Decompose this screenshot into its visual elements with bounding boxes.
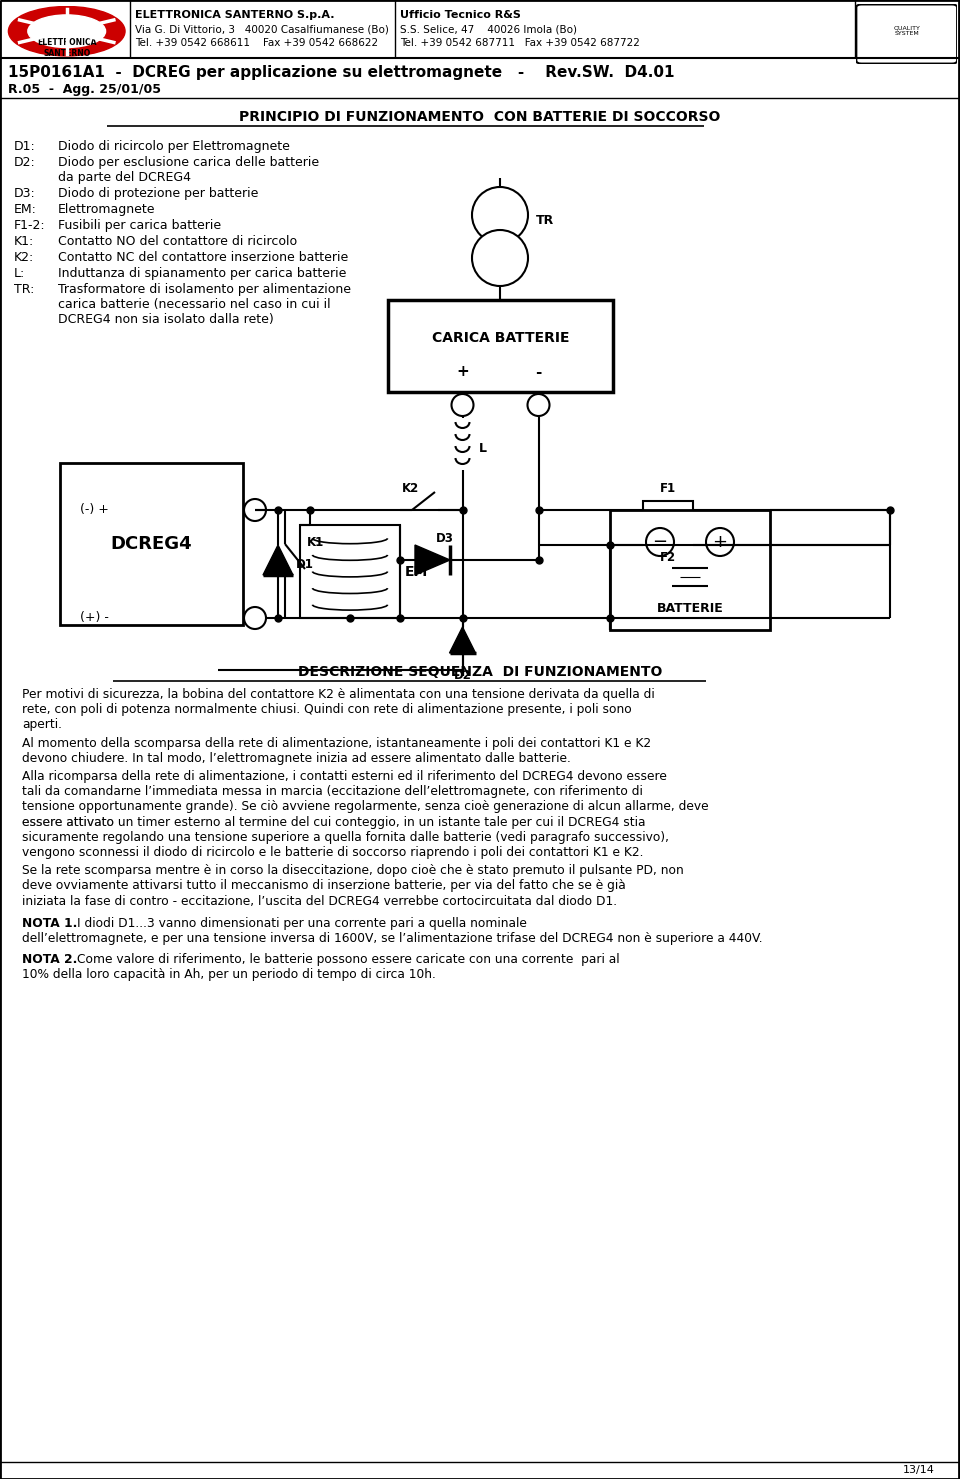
Circle shape — [646, 528, 674, 556]
Text: TR:: TR: — [14, 282, 35, 296]
Text: EM: EM — [405, 565, 428, 578]
Text: essere attivato un timer: essere attivato un timer — [22, 815, 170, 828]
Text: ELETTRONICA
SANTERNO: ELETTRONICA SANTERNO — [37, 38, 96, 58]
Text: Al momento della scomparsa della rete di alimentazione, istantaneamente i poli d: Al momento della scomparsa della rete di… — [22, 737, 651, 750]
Text: dell’elettromagnete, e per una tensione inversa di 1600V, se l’alimentazione tri: dell’elettromagnete, e per una tensione … — [22, 932, 762, 945]
Text: −: − — [653, 532, 667, 552]
Text: iniziata la fase di contro - eccitazione, l’uscita del DCREG4 verrebbe cortocirc: iniziata la fase di contro - eccitazione… — [22, 895, 617, 908]
Text: Come valore di riferimento, le batterie possono essere caricate con una corrente: Come valore di riferimento, le batterie … — [77, 952, 619, 966]
Text: Elettromagnete: Elettromagnete — [58, 203, 156, 216]
Text: essere attivato un timer esterno al termine del cui conteggio, in un istante tal: essere attivato un timer esterno al term… — [22, 815, 645, 828]
Text: +: + — [712, 532, 728, 552]
Text: 13/14: 13/14 — [903, 1466, 935, 1475]
Text: Diodo di ricircolo per Elettromagnete: Diodo di ricircolo per Elettromagnete — [58, 141, 290, 152]
Text: Se la rete scomparsa mentre è in corso la diseccitazione, dopo cioè che è stato : Se la rete scomparsa mentre è in corso l… — [22, 864, 684, 877]
Text: D1:: D1: — [14, 141, 36, 152]
Text: PRINCIPIO DI FUNZIONAMENTO  CON BATTERIE DI SOCCORSO: PRINCIPIO DI FUNZIONAMENTO CON BATTERIE … — [239, 109, 721, 124]
Text: Diodo di protezione per batterie: Diodo di protezione per batterie — [58, 186, 258, 200]
Text: D2: D2 — [453, 669, 471, 682]
Text: devono chiudere. In tal modo, l’elettromagnete inizia ad essere alimentato dalle: devono chiudere. In tal modo, l’elettrom… — [22, 751, 571, 765]
Text: F1: F1 — [660, 482, 676, 495]
Text: Alla ricomparsa della rete di alimentazione, i contatti esterni ed il riferiment: Alla ricomparsa della rete di alimentazi… — [22, 771, 667, 782]
Text: F1-2:: F1-2: — [14, 219, 46, 232]
Text: essere attivato: essere attivato — [22, 815, 118, 828]
Circle shape — [527, 393, 549, 416]
Text: sicuramente regolando una tensione superiore a quella fornita dalle batterie (ve: sicuramente regolando una tensione super… — [22, 831, 669, 845]
Text: EM:: EM: — [14, 203, 36, 216]
Text: deve ovviamente attivarsi tutto il meccanismo di inserzione batterie, per via de: deve ovviamente attivarsi tutto il mecca… — [22, 880, 626, 892]
Text: +: + — [456, 364, 468, 380]
Text: 10% della loro capacità in Ah, per un periodo di tempo di circa 10h.: 10% della loro capacità in Ah, per un pe… — [22, 969, 436, 982]
Text: -: - — [536, 364, 541, 380]
Text: R.05  -  Agg. 25/01/05: R.05 - Agg. 25/01/05 — [8, 83, 161, 96]
Circle shape — [451, 393, 473, 416]
Bar — [643, 535, 693, 555]
Text: Contatto NC del contattore inserzione batterie: Contatto NC del contattore inserzione ba… — [58, 251, 348, 263]
Text: vengono sconnessi il diodo di ricircolo e le batterie di soccorso riaprendo i po: vengono sconnessi il diodo di ricircolo … — [22, 846, 643, 859]
Text: Contatto NO del contattore di ricircolo: Contatto NO del contattore di ricircolo — [58, 235, 298, 248]
Text: DESCRIZIONE SEQUENZA  DI FUNZIONAMENTO: DESCRIZIONE SEQUENZA DI FUNZIONAMENTO — [298, 666, 662, 679]
Text: DCREG4: DCREG4 — [110, 535, 192, 553]
Text: Diodo per esclusione carica delle batterie
da parte del DCREG4: Diodo per esclusione carica delle batter… — [58, 155, 319, 183]
Text: Fusibili per carica batterie: Fusibili per carica batterie — [58, 219, 221, 232]
Text: tensione opportunamente grande). Se ciò avviene regolarmente, senza cioè generaz: tensione opportunamente grande). Se ciò … — [22, 800, 708, 813]
Text: CARICA BATTERIE: CARICA BATTERIE — [432, 331, 569, 345]
Text: NOTA 2.: NOTA 2. — [22, 952, 78, 966]
Polygon shape — [449, 627, 475, 654]
Bar — [60, 463, 243, 626]
Text: Tel. +39 0542 668611    Fax +39 0542 668622: Tel. +39 0542 668611 Fax +39 0542 668622 — [135, 38, 378, 47]
Text: D2:: D2: — [14, 155, 36, 169]
Text: tali da comandarne l’immediata messa in marcia (eccitazione dell’elettromagnete,: tali da comandarne l’immediata messa in … — [22, 785, 643, 799]
Polygon shape — [415, 544, 450, 575]
Text: (+) -: (+) - — [80, 611, 108, 624]
Text: Per motivi di sicurezza, la bobina del contattore K2 è alimentata con una tensio: Per motivi di sicurezza, la bobina del c… — [22, 688, 655, 701]
Text: L:: L: — [14, 268, 25, 280]
Circle shape — [472, 231, 528, 285]
Text: BATTERIE: BATTERIE — [657, 602, 724, 614]
Text: Trasformatore di isolamento per alimentazione
carica batterie (necessario nel ca: Trasformatore di isolamento per alimenta… — [58, 282, 351, 325]
Text: D3:: D3: — [14, 186, 36, 200]
Text: Ufficio Tecnico R&S: Ufficio Tecnico R&S — [400, 10, 521, 21]
Text: I diodi D1...3 vanno dimensionati per una corrente pari a quella nominale: I diodi D1...3 vanno dimensionati per un… — [77, 917, 527, 930]
Text: K1: K1 — [307, 535, 324, 549]
Text: ELETTRONICA SANTERNO S.p.A.: ELETTRONICA SANTERNO S.p.A. — [135, 10, 334, 21]
Bar — [643, 501, 693, 519]
Text: Induttanza di spianamento per carica batterie: Induttanza di spianamento per carica bat… — [58, 268, 347, 280]
Circle shape — [244, 606, 266, 629]
Text: rete, con poli di potenza normalmente chiusi. Quindi con rete di alimentazione p: rete, con poli di potenza normalmente ch… — [22, 703, 632, 716]
Text: K2: K2 — [402, 482, 420, 494]
Text: Via G. Di Vittorio, 3   40020 Casalfiumanese (Bo): Via G. Di Vittorio, 3 40020 Casalfiumane… — [135, 24, 389, 34]
Text: D1: D1 — [296, 559, 314, 571]
Text: QUALITY
SYSTEM: QUALITY SYSTEM — [894, 25, 920, 37]
Text: NOTA 1.: NOTA 1. — [22, 917, 78, 930]
Bar — [388, 300, 613, 392]
Circle shape — [244, 498, 266, 521]
Text: S.S. Selice, 47    40026 Imola (Bo): S.S. Selice, 47 40026 Imola (Bo) — [400, 24, 577, 34]
Text: K1:: K1: — [14, 235, 35, 248]
Text: D3: D3 — [436, 531, 453, 544]
Circle shape — [706, 528, 734, 556]
Ellipse shape — [9, 6, 125, 56]
Text: Tel. +39 0542 687711   Fax +39 0542 687722: Tel. +39 0542 687711 Fax +39 0542 687722 — [400, 38, 640, 47]
Text: F2: F2 — [660, 552, 676, 563]
Text: aperti.: aperti. — [22, 719, 62, 732]
Bar — [300, 525, 400, 618]
Text: (-) +: (-) + — [80, 503, 108, 516]
Circle shape — [472, 186, 528, 243]
Ellipse shape — [28, 15, 106, 47]
Polygon shape — [263, 544, 293, 575]
Text: TR: TR — [536, 213, 554, 226]
Text: L: L — [478, 442, 487, 454]
Bar — [610, 510, 770, 630]
Text: K2:: K2: — [14, 251, 35, 263]
Text: 15P0161A1  -  DCREG per applicazione su elettromagnete   -    Rev.SW.  D4.01: 15P0161A1 - DCREG per applicazione su el… — [8, 65, 675, 80]
